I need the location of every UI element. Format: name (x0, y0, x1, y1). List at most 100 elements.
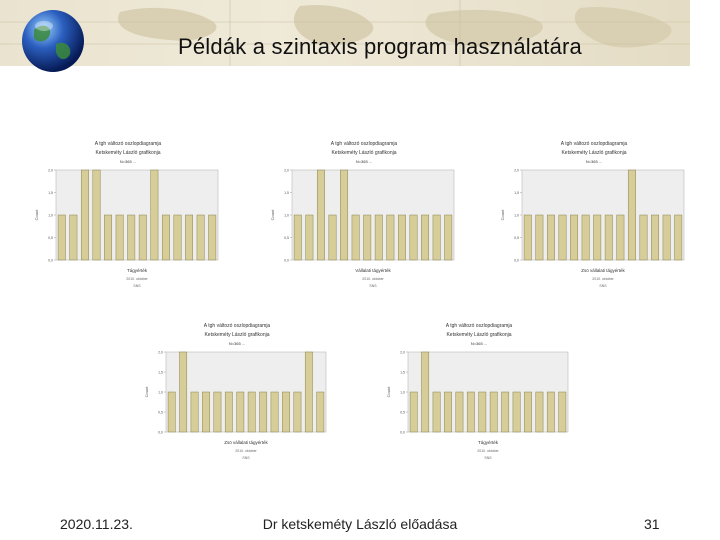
chart-note: SNS (484, 456, 492, 460)
chart-note: 2010. oktober (362, 277, 384, 281)
plot-area (407, 351, 569, 433)
y-tick-label: 1,5 (284, 191, 289, 195)
bar (213, 391, 222, 433)
y-axis-label: Count (144, 386, 149, 398)
chart-title-line: Ketskeméty László grafikonja (446, 332, 511, 338)
bar (340, 169, 349, 261)
bar (138, 214, 147, 261)
world-map-background (0, 0, 690, 66)
bar (444, 391, 452, 433)
y-tick-label: 0,0 (158, 431, 163, 435)
y-tick-label: 1,0 (284, 214, 289, 218)
y-tick-label: 1,5 (158, 371, 163, 375)
bar (196, 214, 205, 261)
y-axis-label: Count (34, 209, 39, 221)
x-axis-label: Zsö vállalati tágyérték (581, 268, 625, 273)
bar (150, 169, 159, 261)
chart-note: SNS (369, 284, 377, 288)
bar-chart-3: A tgh változó oszlopdiagramja Ketskeméty … (500, 141, 685, 288)
y-tick-label: 0,0 (48, 259, 53, 263)
bar (316, 391, 325, 433)
chart-note: SNS (133, 284, 141, 288)
y-tick-label: 0,0 (514, 259, 519, 263)
bar (627, 169, 636, 261)
bar (662, 214, 671, 261)
slide-title: Példák a szintaxis program használatára (177, 34, 582, 59)
bar (604, 214, 613, 261)
y-tick-label: 0,5 (158, 411, 163, 415)
chart-note: SNS (242, 456, 250, 460)
footer-date: 2020.11.23. (60, 516, 133, 532)
bar (535, 214, 544, 261)
globe-icon (22, 10, 84, 72)
chart-title-line: A tgh változó oszlopdiagramja (561, 141, 628, 147)
y-tick-label: 0,5 (514, 236, 519, 240)
bar (432, 391, 441, 433)
bar (639, 214, 648, 261)
chart-note: SNS (599, 284, 607, 288)
bar-chart-2: A tgh változó oszlopdiagramja Ketskeméty … (270, 141, 455, 288)
y-tick-label: 0,0 (400, 431, 405, 435)
bar (305, 214, 314, 261)
y-tick-label: 0,0 (284, 259, 289, 263)
y-axis-label: Count (270, 209, 275, 221)
y-tick-label: 1,5 (514, 191, 519, 195)
bar (202, 391, 210, 433)
plot-area (55, 169, 219, 261)
bar (316, 169, 325, 261)
bar (115, 214, 124, 261)
y-tick-label: 0,5 (284, 236, 289, 240)
bar (524, 391, 532, 433)
bar (397, 214, 406, 261)
bar (224, 391, 233, 433)
bar (558, 214, 567, 261)
bar (444, 214, 453, 261)
y-tick-label: 1,0 (158, 391, 163, 395)
chart-title-line: Ketskeméty László grafikonja (561, 150, 626, 156)
y-tick-label: 1,5 (400, 371, 405, 375)
chart-title-line: N=365 ... (229, 341, 245, 346)
bar (167, 391, 176, 433)
bar (455, 391, 464, 433)
bar (304, 351, 313, 433)
plot-area (291, 169, 455, 261)
bar (80, 169, 89, 261)
y-tick-label: 2,0 (48, 169, 53, 173)
bar-chart-1: A tgh változó oszlopdiagramja Ketskeméty … (34, 141, 219, 288)
bar (581, 214, 590, 261)
chart-title-line: Ketskeméty László grafikonja (95, 150, 160, 156)
y-tick-label: 2,0 (158, 351, 163, 355)
bar (523, 214, 532, 261)
bar (282, 391, 290, 433)
bar (328, 214, 337, 261)
chart-title-line: A tgh változó oszlopdiagramja (204, 323, 271, 329)
bar (247, 391, 256, 433)
bar (421, 214, 430, 261)
bar (570, 214, 579, 261)
bar (558, 391, 567, 433)
bar (546, 391, 555, 433)
chart-title-line: A tgh változó oszlopdiagramja (95, 141, 162, 147)
bar (270, 391, 279, 433)
chart-note: 2010. oktober (235, 449, 257, 453)
y-tick-label: 1,5 (48, 191, 53, 195)
chart-note: 2010. oktober (477, 449, 499, 453)
bar (293, 214, 302, 261)
footer-author: Dr ketskeméty László előadása (262, 516, 458, 532)
bar (489, 391, 498, 433)
chart-title-line: N=365 ... (586, 159, 602, 164)
bar-chart-5: A tgh változó oszlopdiagramja Ketskeméty … (386, 323, 569, 460)
bar (421, 351, 430, 433)
bar (478, 391, 487, 433)
bar (57, 214, 66, 261)
bar (236, 391, 245, 433)
chart-title-line: Ketskeméty László grafikonja (331, 150, 396, 156)
y-tick-label: 0,5 (48, 236, 53, 240)
bar (616, 214, 625, 261)
bar (593, 214, 602, 261)
bar (190, 391, 199, 433)
chart-title-line: N=365 ... (120, 159, 136, 164)
bar (127, 214, 136, 261)
bar (409, 214, 418, 261)
y-tick-label: 1,0 (48, 214, 53, 218)
